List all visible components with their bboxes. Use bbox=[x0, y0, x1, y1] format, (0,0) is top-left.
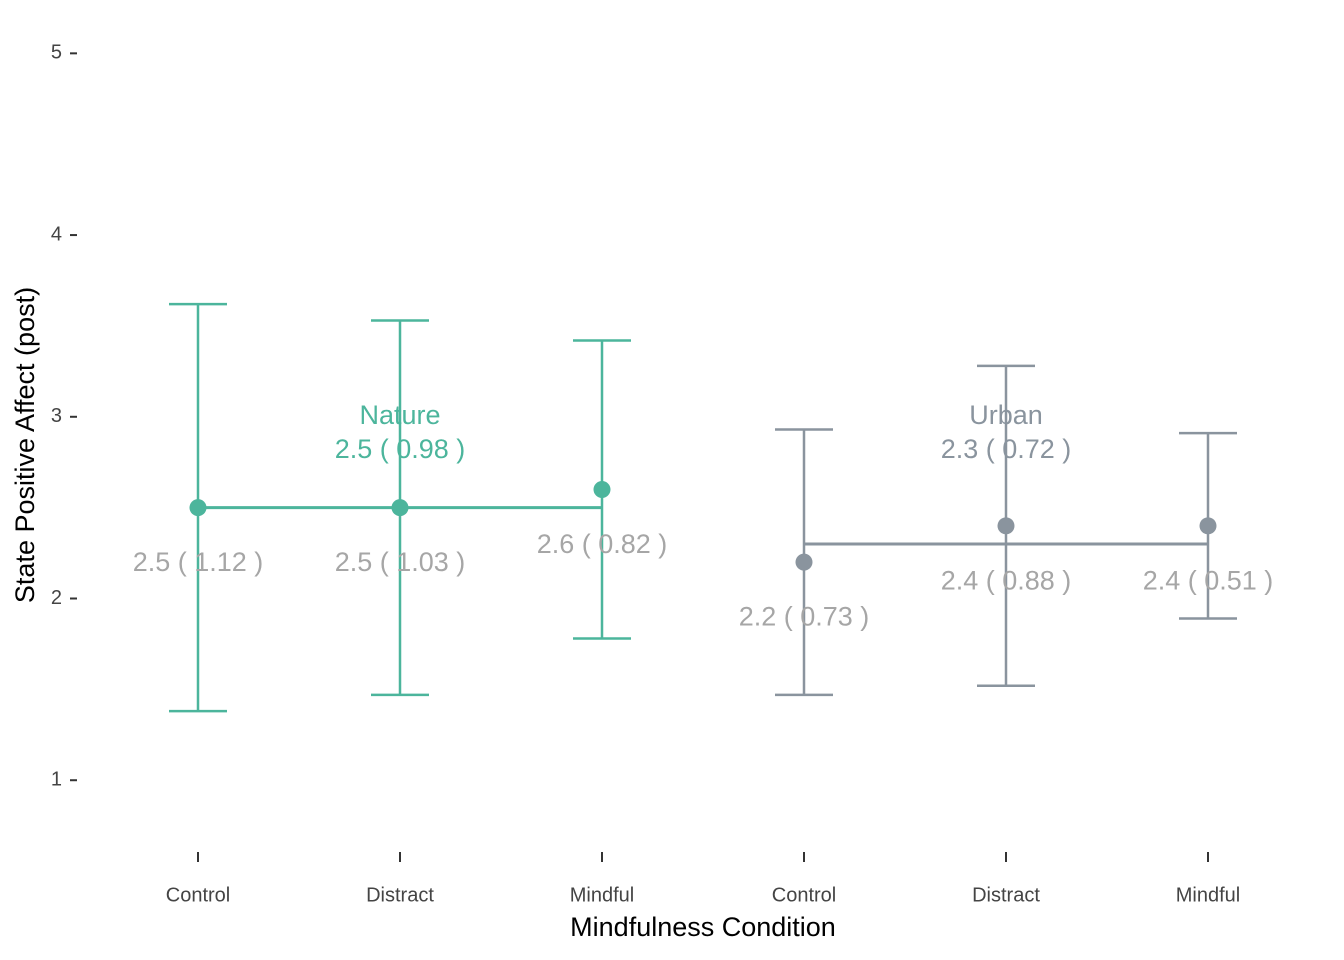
y-tick-label: 2 bbox=[51, 587, 62, 609]
group-name: Nature bbox=[359, 400, 440, 430]
value-label: 2.5 ( 1.03 ) bbox=[335, 547, 466, 577]
point bbox=[997, 517, 1015, 535]
x-tick-label: Control bbox=[166, 884, 230, 906]
y-tick-label: 5 bbox=[51, 42, 62, 64]
y-axis-title: State Positive Affect (post) bbox=[10, 287, 40, 603]
point bbox=[391, 499, 409, 517]
x-tick-label: Mindful bbox=[570, 884, 634, 906]
point bbox=[593, 480, 611, 498]
point bbox=[795, 553, 813, 571]
x-tick-label: Control bbox=[772, 884, 836, 906]
x-axis-title: Mindfulness Condition bbox=[570, 912, 836, 942]
point bbox=[189, 499, 207, 517]
group-mean-label: 2.5 ( 0.98 ) bbox=[335, 434, 466, 464]
value-label: 2.4 ( 0.51 ) bbox=[1143, 565, 1274, 595]
group-mean-label: 2.3 ( 0.72 ) bbox=[941, 434, 1072, 464]
point bbox=[1199, 517, 1217, 535]
y-tick-label: 1 bbox=[51, 769, 62, 791]
value-label: 2.2 ( 0.73 ) bbox=[739, 602, 870, 632]
value-label: 2.6 ( 0.82 ) bbox=[537, 529, 668, 559]
y-tick-label: 3 bbox=[51, 405, 62, 427]
x-tick-label: Mindful bbox=[1176, 884, 1240, 906]
y-tick-label: 4 bbox=[51, 223, 62, 245]
group-name: Urban bbox=[969, 400, 1043, 430]
value-label: 2.4 ( 0.88 ) bbox=[941, 565, 1072, 595]
x-tick-label: Distract bbox=[972, 884, 1040, 906]
x-tick-label: Distract bbox=[366, 884, 434, 906]
value-label: 2.5 ( 1.12 ) bbox=[133, 547, 264, 577]
